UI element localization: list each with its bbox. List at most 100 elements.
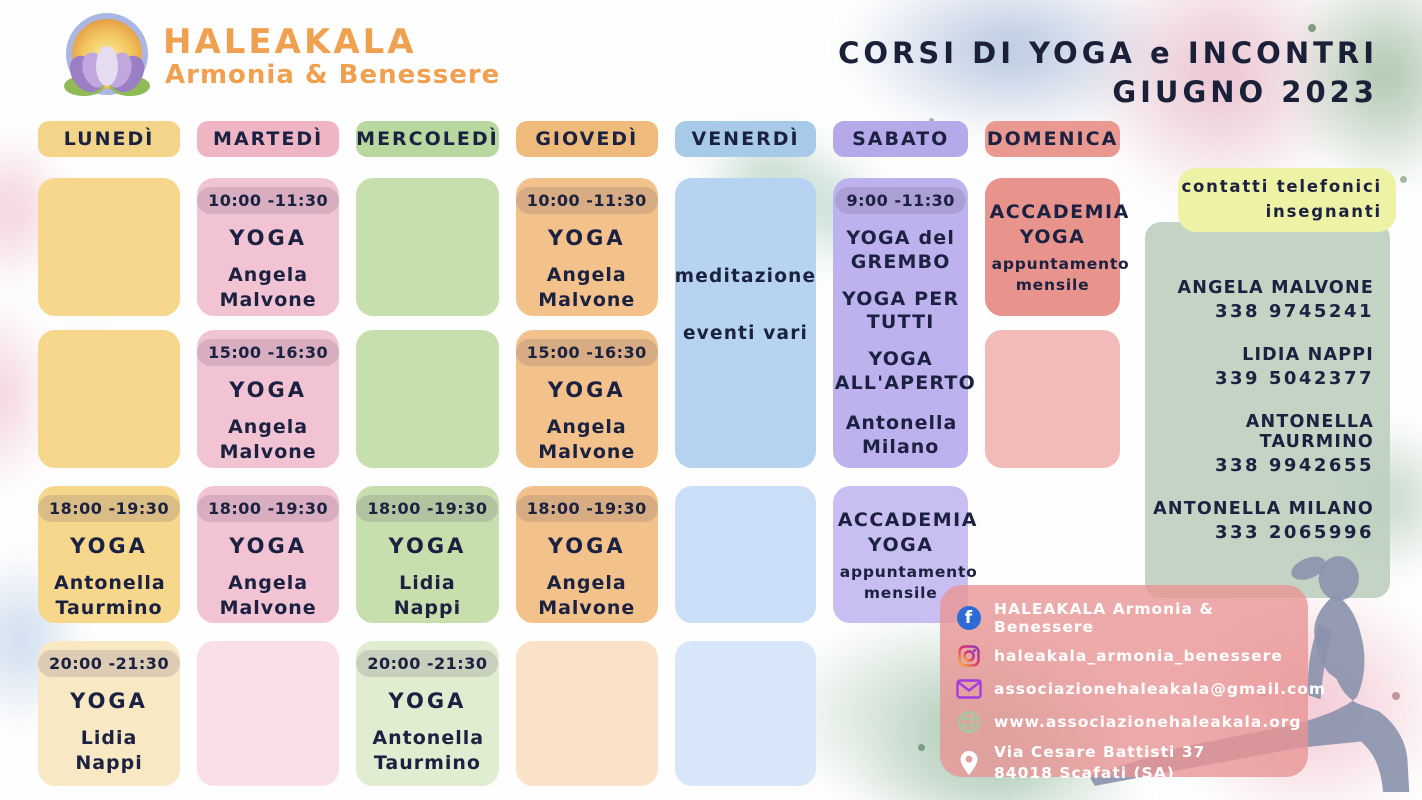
friday-event-various: eventi vari [682, 323, 809, 344]
activity-label: YOGA [388, 534, 467, 558]
cell-friday-evening-empty [674, 486, 817, 623]
poster-title-line2: GIUGNO 2023 [1112, 75, 1378, 110]
contact-entry: ANTONELLA MILANO 333 2065996 [1153, 499, 1374, 543]
activity-label: YOGA [229, 534, 308, 558]
day-header-mercoledi: MERCOLEDÌ [356, 121, 499, 157]
day-header-venerdi: VENERDÌ [674, 121, 817, 157]
social-row-website: www.associazionehaleakala.org [956, 709, 1301, 735]
time-badge: 15:00 -16:30 [515, 339, 658, 366]
lotus-sun-logo [64, 13, 150, 96]
speckle-dot [1392, 692, 1400, 700]
time-badge: 20:00 -21:30 [356, 650, 499, 677]
social-row-facebook: f HALEAKALA Armonia & Benessere [956, 600, 1292, 636]
time-badge: 20:00 -21:30 [38, 650, 181, 677]
accademia-subtitle: appuntamento mensile [991, 255, 1130, 294]
yoga-pose-silhouette [1088, 556, 1410, 792]
facebook-icon: f [956, 605, 982, 631]
cell-wednesday-morning-empty [356, 178, 499, 316]
address-line1: Via Cesare Battisti 37 [994, 743, 1206, 761]
brand-name: HALEAKALA [163, 22, 417, 62]
contact-phone: 338 9942655 [1214, 455, 1374, 476]
teacher-name: Angela Malvone [219, 572, 317, 619]
cell-monday-afternoon-empty [38, 330, 181, 468]
cell-thursday-night-empty [515, 641, 658, 786]
accademia-title: ACCADEMIA YOGA [989, 201, 1130, 248]
globe-icon [956, 709, 982, 735]
poster-title-line1: CORSI DI YOGA e INCONTRI [838, 36, 1378, 70]
activity-label: YOGA [229, 226, 308, 250]
time-badge: 18:00 -19:30 [356, 495, 499, 522]
time-badge: 10:00 -11:30 [197, 187, 340, 214]
teacher-name: Angela Malvone [538, 416, 636, 463]
time-badge: 15:00 -16:30 [197, 339, 340, 366]
teacher-name: Antonella Taurmino [372, 727, 485, 774]
teacher-name: Angela Malvone [219, 416, 317, 463]
cell-tuesday-1000: 10:00 -11:30 YOGA Angela Malvone [197, 178, 340, 316]
activity-label: YOGA [70, 534, 148, 558]
cell-saturday-morning: 9:00 -11:30 YOGA del GREMBO YOGA PER TUT… [833, 178, 976, 468]
contact-entry: ANGELA MALVONE 338 9745241 [1153, 278, 1374, 322]
address-text: Via Cesare Battisti 37 84018 Scafati (SA… [994, 742, 1205, 784]
speckle-dot [1308, 24, 1316, 32]
saturday-activity: YOGA del GREMBO [846, 227, 956, 273]
day-header-martedi: MARTEDÌ [197, 121, 340, 157]
cell-wednesday-1800: 18:00 -19:30 YOGA Lidia Nappi [356, 486, 499, 623]
speckle-dot [918, 744, 925, 751]
social-row-email: associazionehaleakala@gmail.com [956, 676, 1325, 702]
activity-label: YOGA [547, 226, 626, 250]
email-icon [956, 676, 982, 702]
day-header-giovedi: GIOVEDÌ [515, 121, 658, 157]
teacher-name: Angela Malvone [538, 264, 636, 311]
email-label: associazionehaleakala@gmail.com [994, 680, 1327, 698]
teacher-name: Antonella Taurmino [54, 572, 166, 619]
cell-sunday-accademia: ACCADEMIA YOGA appuntamento mensile [985, 178, 1130, 316]
contact-name: ANTONELLA MILANO [1153, 499, 1374, 519]
cell-tuesday-night-empty [197, 641, 340, 786]
teacher-name: Angela Malvone [219, 264, 317, 311]
cell-wednesday-2000: 20:00 -21:30 YOGA Antonella Taurmino [356, 641, 499, 786]
poster-title: CORSI DI YOGA e INCONTRI GIUGNO 2023 [838, 34, 1378, 112]
teacher-name: Angela Malvone [538, 572, 636, 619]
time-badge: 18:00 -19:30 [38, 495, 181, 522]
cell-thursday-1800: 18:00 -19:30 YOGA Angela Malvone [515, 486, 658, 623]
cell-friday-events: meditazione eventi vari [674, 178, 817, 468]
contacts-panel: ANGELA MALVONE 338 9745241 LIDIA NAPPI 3… [1145, 222, 1390, 598]
time-badge: 9:00 -11:30 [835, 187, 966, 214]
cell-wednesday-afternoon-empty [356, 330, 499, 468]
contact-phone: 333 2065996 [1214, 522, 1374, 543]
cell-thursday-1500: 15:00 -16:30 YOGA Angela Malvone [515, 330, 658, 468]
brand-tagline: Armonia & Benessere [165, 60, 501, 90]
website-label: www.associazionehaleakala.org [994, 713, 1302, 731]
contact-entry: LIDIA NAPPI 339 5042377 [1153, 345, 1374, 389]
cell-monday-1800: 18:00 -19:30 YOGA Antonella Taurmino [38, 486, 181, 623]
contacts-badge-line2: insegnanti [1265, 202, 1382, 221]
contact-name: LIDIA NAPPI [1242, 345, 1374, 365]
saturday-activity: YOGA ALL'APERTO [834, 348, 976, 394]
cell-tuesday-1800: 18:00 -19:30 YOGA Angela Malvone [197, 486, 340, 623]
activity-label: YOGA [229, 378, 308, 402]
facebook-label: HALEAKALA Armonia & Benessere [994, 600, 1214, 636]
day-header-sabato: SABATO [833, 121, 969, 157]
day-header-lunedi: LUNEDÌ [38, 121, 181, 157]
teacher-name: Lidia Nappi [75, 727, 143, 774]
time-badge: 18:00 -19:30 [197, 495, 340, 522]
contact-entry: ANTONELLA TAURMINO 338 9942655 [1153, 412, 1374, 476]
contact-phone: 339 5042377 [1214, 368, 1374, 389]
contact-phone: 338 9745241 [1214, 301, 1374, 322]
time-badge: 10:00 -11:30 [515, 187, 658, 214]
contact-name: ANTONELLA TAURMINO [1245, 412, 1374, 452]
activity-label: YOGA [547, 534, 626, 558]
contacts-badge-line1: contatti telefonici [1181, 177, 1382, 197]
cell-tuesday-1500: 15:00 -16:30 YOGA Angela Malvone [197, 330, 340, 468]
cell-friday-night-empty [674, 641, 817, 786]
social-row-address: Via Cesare Battisti 37 84018 Scafati (SA… [956, 742, 1292, 784]
saturday-activity: YOGA PER TUTTI [842, 287, 960, 334]
day-header-domenica: DOMENICA [985, 121, 1120, 157]
schedule-grid: LUNEDÌ MARTEDÌ MERCOLEDÌ GIOVEDÌ VENERDÌ… [38, 121, 1130, 786]
teacher-name: Lidia Nappi [393, 572, 462, 619]
speckle-dot [929, 118, 934, 123]
cell-sunday-afternoon-empty [985, 330, 1120, 468]
cell-thursday-1000: 10:00 -11:30 YOGA Angela Malvone [515, 178, 658, 316]
instagram-icon [956, 643, 982, 669]
